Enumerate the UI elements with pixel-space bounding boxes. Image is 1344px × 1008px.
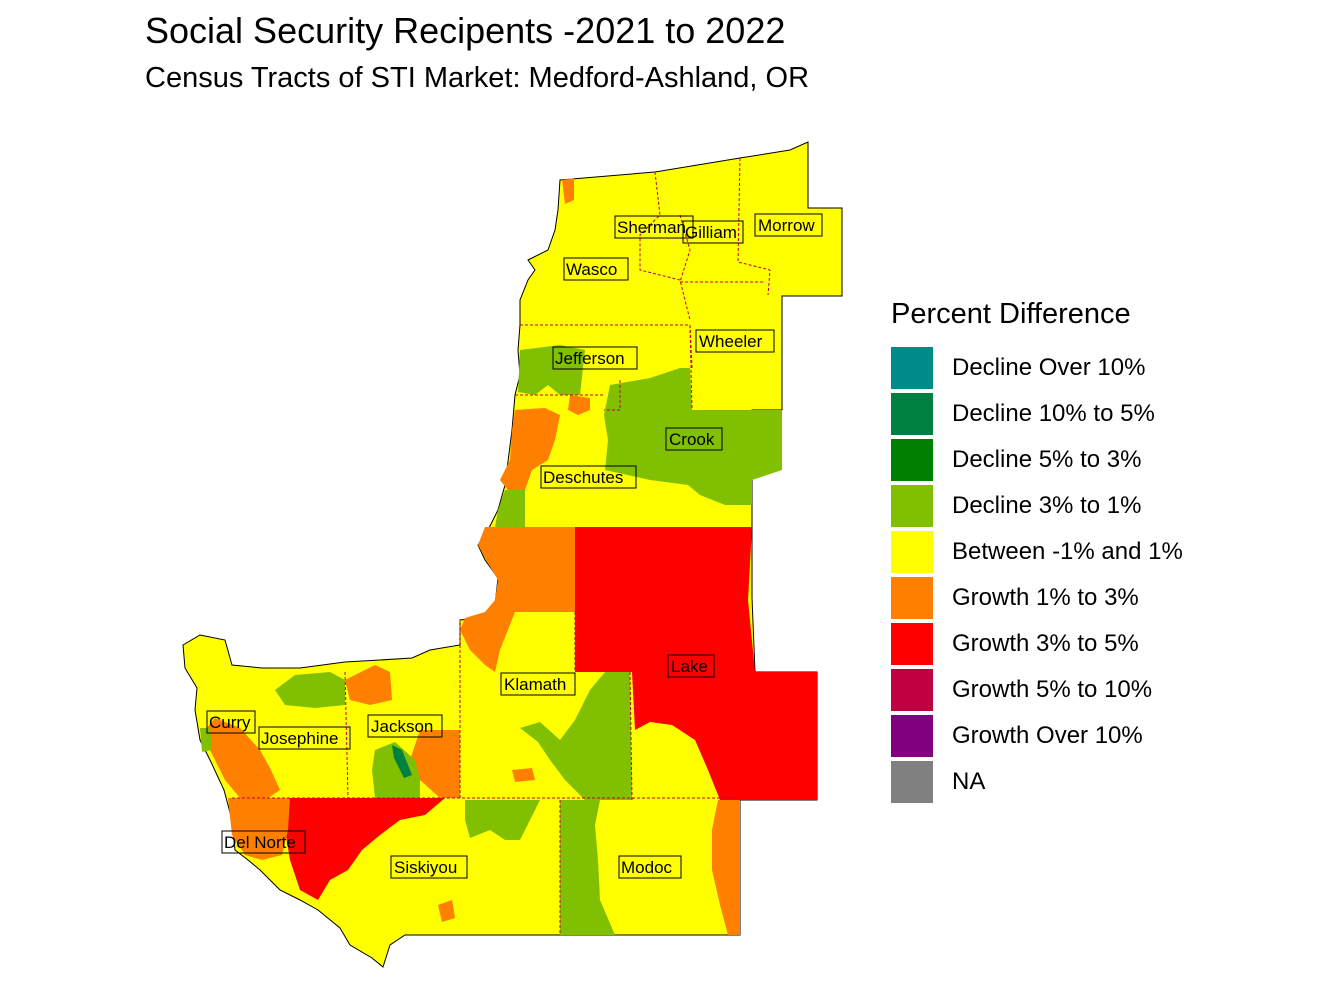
region-deschutes-growth-1-3 <box>500 408 560 493</box>
region-lake-growth-3-5 <box>575 527 817 800</box>
svg-text:Modoc: Modoc <box>621 858 673 877</box>
legend-title: Percent Difference <box>891 298 1131 330</box>
label-morrow: Morrow <box>754 213 823 237</box>
choropleth-map: Sherman Gilliam Morrow Wasco Wheeler Jef… <box>182 141 843 968</box>
region-jackson-growth-1-3 <box>345 665 392 705</box>
label-curry: Curry <box>206 710 256 734</box>
region-delnorte-growth-1-3 <box>228 798 290 860</box>
region-jackson-decline-10-5 <box>392 745 412 778</box>
legend: Percent Difference Decline Over 10% Decl… <box>891 298 1183 805</box>
county-labels: Sherman Gilliam Morrow Wasco Wheeler Jef… <box>206 213 823 879</box>
map-title: Social Security Recipents -2021 to 2022 <box>145 10 786 51</box>
legend-label: Growth Over 10% <box>952 722 1143 749</box>
svg-text:Wheeler: Wheeler <box>699 332 763 351</box>
legend-swatch <box>891 439 933 481</box>
legend-label: NA <box>952 768 986 795</box>
county-boundaries <box>232 157 771 935</box>
legend-item: Growth 5% to 10% <box>891 667 1183 713</box>
legend-label: Decline 5% to 3% <box>952 446 1142 473</box>
legend-item: NA <box>891 759 1183 805</box>
region-curry-decline-3-1 <box>200 728 212 752</box>
legend-item: Decline 5% to 3% <box>891 437 1183 483</box>
svg-text:Crook: Crook <box>669 430 715 449</box>
label-lake: Lake <box>667 654 715 678</box>
label-jackson: Jackson <box>367 714 443 738</box>
legend-item: Growth 3% to 5% <box>891 621 1183 667</box>
map-subtitle: Census Tracts of STI Market: Medford-Ash… <box>145 62 810 94</box>
region-delnorte-growth-3-5 <box>285 798 445 900</box>
svg-text:Siskiyou: Siskiyou <box>394 858 457 877</box>
region-modoc-decline-3-1 <box>560 800 615 935</box>
legend-swatch <box>891 623 933 665</box>
label-deschutes: Deschutes <box>540 465 637 489</box>
legend-label: Between -1% and 1% <box>952 538 1183 565</box>
legend-item: Decline 3% to 1% <box>891 483 1183 529</box>
label-josephine: Josephine <box>258 726 351 750</box>
label-sherman: Sherman <box>614 215 694 239</box>
legend-item: Growth Over 10% <box>891 713 1183 759</box>
region-klamath-small-growth-1-3 <box>512 768 535 782</box>
svg-text:Morrow: Morrow <box>758 216 815 235</box>
legend-item: Between -1% and 1% <box>891 529 1183 575</box>
label-del-norte: Del Norte <box>221 830 306 854</box>
label-siskiyou: Siskiyou <box>390 855 468 879</box>
legend-label: Decline 10% to 5% <box>952 400 1155 427</box>
svg-text:Lake: Lake <box>671 657 708 676</box>
label-crook: Crook <box>665 427 723 451</box>
label-wheeler: Wheeler <box>695 329 775 353</box>
legend-swatch <box>891 531 933 573</box>
region-curry-growth-1-3 <box>205 718 280 798</box>
region-deschutes-decline-3-1 <box>495 490 525 527</box>
label-jefferson: Jefferson <box>552 346 638 370</box>
svg-text:Curry: Curry <box>209 713 251 732</box>
region-siskiyou-decline-3-1 <box>465 800 540 840</box>
legend-swatch <box>891 347 933 389</box>
svg-text:Gilliam: Gilliam <box>685 223 737 242</box>
region-siskiyou-growth-1-3 <box>438 900 455 922</box>
svg-text:Deschutes: Deschutes <box>543 468 623 487</box>
legend-swatch <box>891 761 933 803</box>
svg-text:Jackson: Jackson <box>371 717 433 736</box>
region-jackson-decline-3-1 <box>372 742 420 798</box>
svg-text:Sherman: Sherman <box>617 218 686 237</box>
region-wasco-growth-1-3 <box>562 178 574 204</box>
svg-text:Jefferson: Jefferson <box>555 349 625 368</box>
region-crook-decline-3-1 <box>604 368 782 505</box>
region-josephine-decline-3-1 <box>275 672 345 708</box>
region-klamath-growth-1-3 <box>460 527 575 672</box>
legend-label: Decline Over 10% <box>952 354 1146 381</box>
svg-text:Wasco: Wasco <box>566 260 617 279</box>
svg-text:Josephine: Josephine <box>261 729 339 748</box>
legend-swatch <box>891 669 933 711</box>
legend-item: Decline 10% to 5% <box>891 391 1183 437</box>
legend-item: Decline Over 10% <box>891 345 1183 391</box>
legend-label: Growth 5% to 10% <box>952 676 1153 703</box>
label-klamath: Klamath <box>500 672 576 696</box>
legend-label: Growth 3% to 5% <box>952 630 1139 657</box>
region-modoc-growth-1-3 <box>712 800 740 935</box>
svg-text:Klamath: Klamath <box>504 675 566 694</box>
region-deschutes-east-growth-1-3 <box>568 395 590 415</box>
legend-swatch <box>891 485 933 527</box>
region-jackson-south-growth-1-3 <box>410 730 460 798</box>
region-klamath-decline-3-1 <box>520 672 632 800</box>
region-jefferson-decline-3-1 <box>518 345 585 395</box>
label-modoc: Modoc <box>618 855 682 879</box>
svg-text:Del Norte: Del Norte <box>224 833 296 852</box>
legend-swatch <box>891 577 933 619</box>
legend-item: Growth 1% to 3% <box>891 575 1183 621</box>
label-wasco: Wasco <box>563 257 629 281</box>
legend-swatch <box>891 393 933 435</box>
legend-label: Decline 3% to 1% <box>952 492 1142 519</box>
legend-label: Growth 1% to 3% <box>952 584 1139 611</box>
legend-swatch <box>891 715 933 757</box>
label-gilliam: Gilliam <box>682 220 744 244</box>
